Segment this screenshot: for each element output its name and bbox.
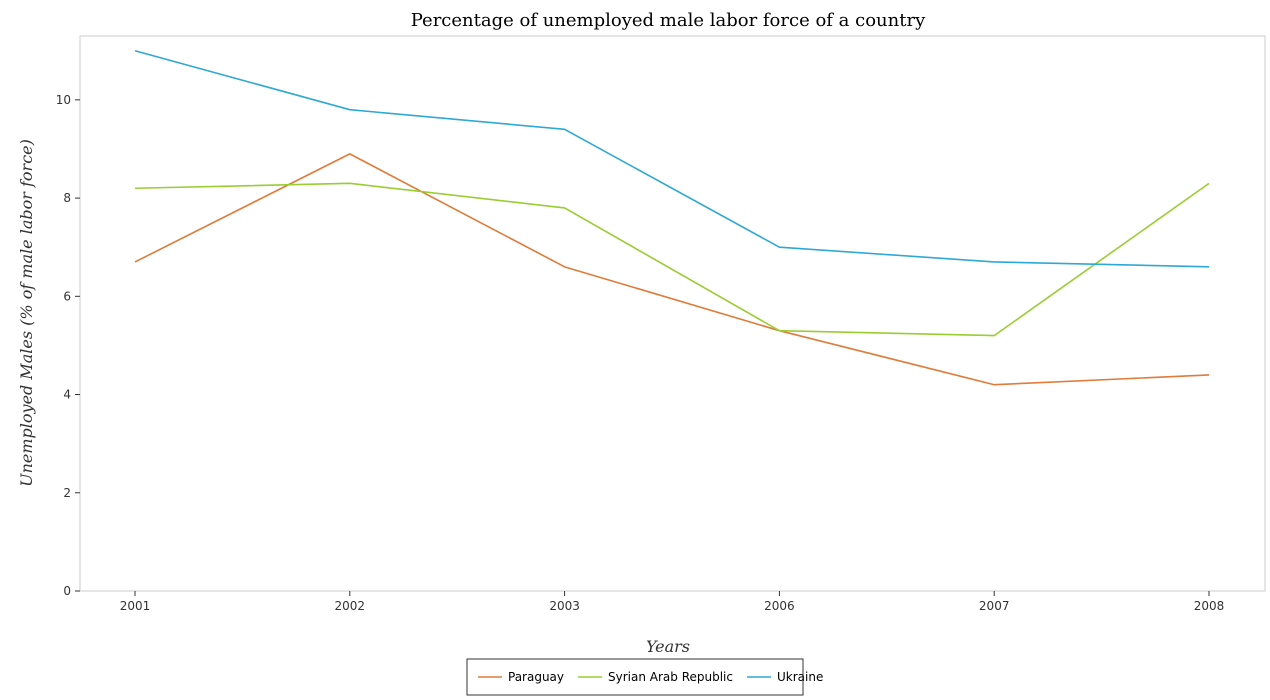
y-tick-label: 0 — [63, 584, 71, 598]
series-line-syrian-arab-republic — [134, 182, 1210, 337]
series-line-ukraine — [134, 49, 1210, 268]
legend-label-ukraine: Ukraine — [777, 670, 823, 684]
y-tick-label: 6 — [63, 289, 71, 303]
x-axis-ticks: 2001 2002 2003 2006 2007 2008 — [120, 591, 1225, 613]
y-axis-label: Unemployed Males (% of male labor force) — [17, 139, 36, 487]
y-tick-label: 8 — [63, 191, 71, 205]
series-lines — [134, 49, 1210, 386]
y-tick-label: 2 — [63, 486, 71, 500]
legend-label-syrian-arab-republic: Syrian Arab Republic — [608, 670, 733, 684]
y-tick-label: 10 — [56, 93, 71, 107]
x-tick-label: 2008 — [1194, 599, 1225, 613]
x-tick-label: 2003 — [549, 599, 580, 613]
chart-title: Percentage of unemployed male labor forc… — [411, 10, 926, 31]
x-tick-label: 2006 — [764, 599, 795, 613]
legend-items: Paraguay Syrian Arab Republic Ukraine — [478, 670, 823, 684]
x-tick-label: 2002 — [335, 599, 366, 613]
legend: Paraguay Syrian Arab Republic Ukraine — [466, 658, 823, 696]
y-tick-label: 4 — [63, 388, 71, 402]
x-tick-label: 2001 — [120, 599, 151, 613]
y-axis-ticks: 0 2 4 6 8 10 — [56, 93, 80, 598]
series-line-paraguay — [134, 153, 1210, 386]
x-axis-label: Years — [646, 637, 690, 656]
plot-area — [79, 35, 1266, 592]
x-tick-label: 2007 — [979, 599, 1010, 613]
legend-label-paraguay: Paraguay — [508, 670, 564, 684]
